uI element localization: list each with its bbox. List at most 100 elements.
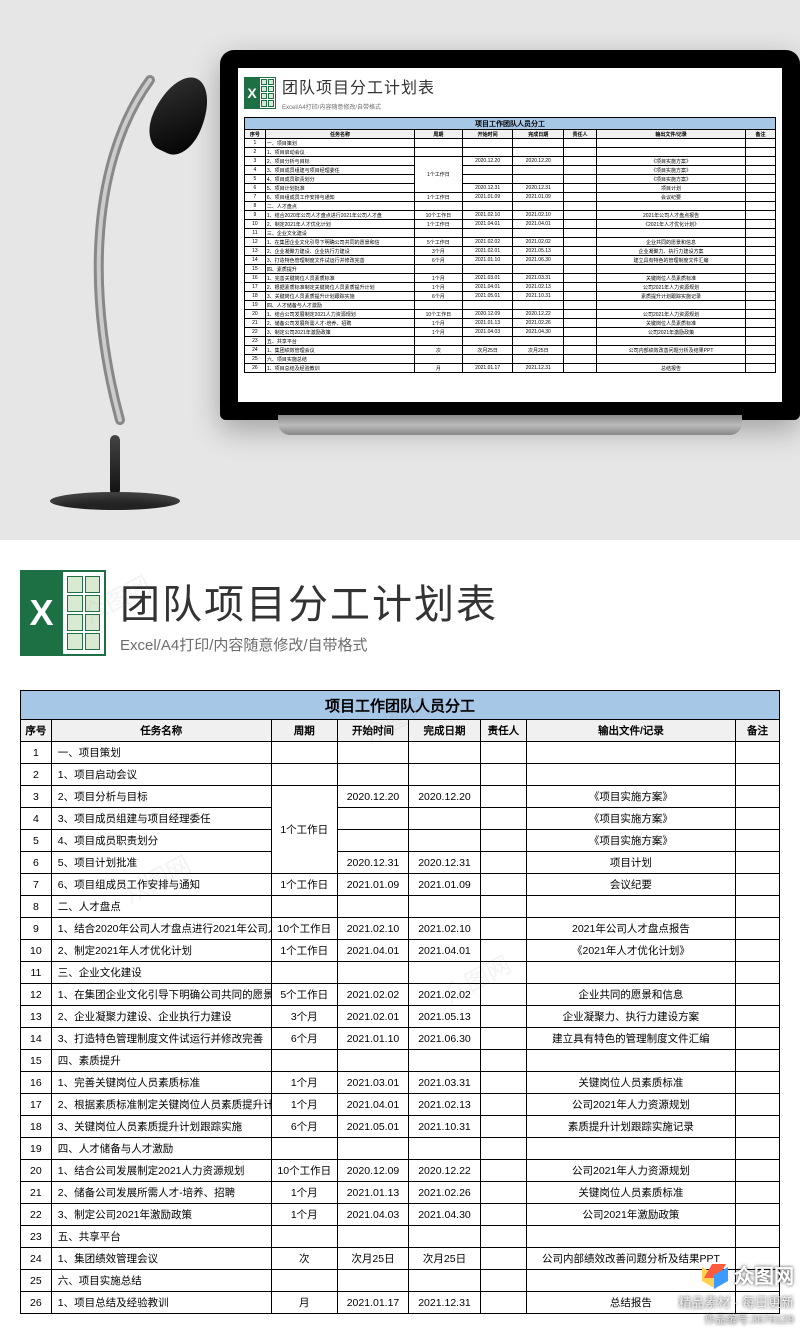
table-cell (526, 764, 735, 786)
table-cell (415, 355, 463, 364)
table-row: 121、在集团企业文化引导下明确公司共同的愿景和信5个工作日2021.02.02… (245, 238, 776, 247)
table-cell (337, 742, 408, 764)
table-cell: 1个工作日 (415, 157, 463, 193)
table-cell (564, 364, 597, 373)
table-cell: 6、项目组成员工作安排与通知 (265, 193, 414, 202)
table-cell (462, 148, 513, 157)
table-cell: 会议纪要 (526, 874, 735, 896)
table-cell: 7 (21, 874, 52, 896)
table-cell: 1个月 (271, 1182, 337, 1204)
table-cell: 二、人才盘点 (265, 202, 414, 211)
table-cell: 7 (245, 193, 266, 202)
table-cell: 10个工作日 (415, 211, 463, 220)
table-cell: 2、根据素质标准制定关键岗位人员素质提升计划 (265, 283, 414, 292)
table-cell: 《项目实施方案》 (596, 157, 745, 166)
table-cell: 六、项目实施总结 (265, 355, 414, 364)
table-cell: 3个月 (271, 1006, 337, 1028)
table-row: 54、项目成员职责划分《项目实施方案》 (21, 830, 780, 852)
table-cell (746, 310, 776, 319)
lamp-head (140, 68, 219, 162)
table-cell (564, 211, 597, 220)
table-cell (746, 166, 776, 175)
table-cell: 公司2021年人力资源规划 (526, 1160, 735, 1182)
table-row: 25六、项目实施总结 (21, 1270, 780, 1292)
table-cell (462, 229, 513, 238)
table-cell: 2021.01.09 (409, 874, 480, 896)
table-cell: 2021.03.01 (462, 274, 513, 283)
table-cell (564, 292, 597, 301)
table-row: 76、项目组成员工作安排与通知1个工作日2021.01.092021.01.09… (21, 874, 780, 896)
laptop-bezel: X 团队项目分工计划表 Excel/A4打印/内容随意修改/自带格式 项目工作团… (220, 50, 800, 420)
table-cell: 14 (245, 256, 266, 265)
table-cell: 25 (245, 355, 266, 364)
table-cell: 企业共同的愿景和信息 (526, 984, 735, 1006)
table-cell: 2021.04.01 (513, 220, 564, 229)
table-cell (415, 337, 463, 346)
table-row: 132、企业凝聚力建设、企业执行力建设3个月2021.02.012021.05.… (21, 1006, 780, 1028)
table-cell (735, 852, 779, 874)
table-cell (462, 166, 513, 175)
table-cell: 1、结合2020年公司人才盘点进行2021年公司人才盘 (51, 918, 271, 940)
table-cell: 10个工作日 (415, 310, 463, 319)
table-cell (746, 256, 776, 265)
table-row: 261、项目总结及经验教训月2021.01.172021.12.31总结报告 (21, 1292, 780, 1314)
table-cell: 企业共同的愿景和信息 (596, 238, 745, 247)
table-row: 8二、人才盘点 (245, 202, 776, 211)
table-cell: 2021.01.17 (462, 364, 513, 373)
table-cell: 2020.12.09 (462, 310, 513, 319)
table-cell (337, 764, 408, 786)
table-cell (337, 896, 408, 918)
table-cell: 11 (245, 229, 266, 238)
table-cell (513, 139, 564, 148)
table-cell (271, 962, 337, 984)
table-cell: 9 (245, 211, 266, 220)
table-cell (564, 238, 597, 247)
table-row: 132、企业凝聚力建设、企业执行力建设3个月2021.02.012021.05.… (245, 247, 776, 256)
table-cell: 《项目实施方案》 (526, 830, 735, 852)
table-cell: 2021.01.13 (337, 1182, 408, 1204)
table-cell: 26 (21, 1292, 52, 1314)
table-cell (746, 328, 776, 337)
table-cell (480, 1292, 526, 1314)
table-cell: 1、项目总结及经验教训 (51, 1292, 271, 1314)
table-cell (526, 896, 735, 918)
table-cell (564, 256, 597, 265)
col-header: 任务名称 (51, 720, 271, 742)
table-cell (735, 1160, 779, 1182)
table-cell (480, 786, 526, 808)
excel-icon-grid (63, 570, 106, 656)
table-row: 76、项目组成员工作安排与通知1个工作日2021.01.092021.01.09… (245, 193, 776, 202)
table-cell (735, 808, 779, 830)
table-row: 32、项目分析与目标1个工作日2020.12.202020.12.20《项目实施… (21, 786, 780, 808)
table-cell: 公司内部绩效改善问题分析及结果PPT (596, 346, 745, 355)
table-cell (564, 139, 597, 148)
table-cell: 2021.05.01 (462, 292, 513, 301)
table-cell: 26 (245, 364, 266, 373)
table-cell (746, 148, 776, 157)
table-cell: 2、企业凝聚力建设、企业执行力建设 (265, 247, 414, 256)
col-header: 责任人 (564, 130, 597, 139)
table-cell: 1 (21, 742, 52, 764)
table-cell: 5个工作日 (271, 984, 337, 1006)
watermark-tagline: 精品素材 · 每日更新 (678, 1294, 794, 1312)
table-cell (596, 265, 745, 274)
table-row: 11三、企业文化建设 (245, 229, 776, 238)
table-cell: 2020.12.31 (337, 852, 408, 874)
table-cell (746, 157, 776, 166)
table-cell (564, 247, 597, 256)
table-cell (564, 175, 597, 184)
table-cell (596, 301, 745, 310)
table-row: 91、结合2020年公司人才盘点进行2021年公司人才盘10个工作日2021.0… (21, 918, 780, 940)
table-cell: 5、项目计划批准 (51, 852, 271, 874)
watermark-id: 作品编号:3676129 (678, 1313, 794, 1328)
table-cell: 2、项目分析与目标 (265, 157, 414, 166)
table-cell: 项目计划 (596, 184, 745, 193)
doc-subtitle: Excel/A4打印/内容随意修改/自带格式 (120, 634, 498, 655)
table-cell (596, 139, 745, 148)
excel-icon-grid (260, 77, 276, 109)
table-cell (480, 918, 526, 940)
table-cell (564, 346, 597, 355)
table-cell: 2021.01.10 (337, 1028, 408, 1050)
excel-icon: X (244, 77, 276, 109)
table-cell: 8 (21, 896, 52, 918)
